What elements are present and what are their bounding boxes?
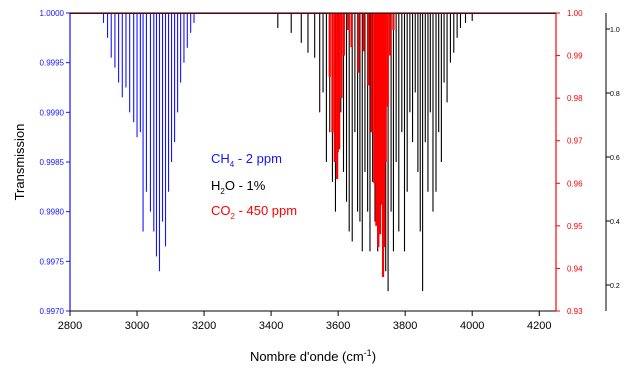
right-tick-label-1: 0.94: [567, 264, 583, 273]
series-ch4: [70, 13, 556, 272]
legend-h2o-post: O - 1%: [225, 178, 266, 193]
right-tick-label-3: 0.96: [567, 179, 583, 188]
right-tick-label-0: 0.93: [567, 307, 583, 316]
left-axis-ticks: 0.9970 0.9975 0.9980 0.9985 0.9990 0.9995 1.00…: [40, 9, 70, 316]
left-tick-label-0: 0.9970: [40, 307, 65, 316]
legend-ch4-sub: 4: [230, 160, 235, 169]
legend-co2-pre: CO: [211, 203, 231, 218]
far-right-axis-ticks: 0.2 0.4 0.6 0.8 1.0: [606, 27, 620, 290]
x-axis-ticks: 2800 3000 3200 3400 3600 3800 4000 4200: [58, 311, 551, 332]
x-tick-label-5: 3800: [393, 320, 417, 332]
x-axis-label: Nombre d'onde (cm-1): [250, 348, 376, 364]
x-tick-label-6: 4000: [460, 320, 484, 332]
left-tick-label-3: 0.9985: [40, 158, 65, 167]
legend-ch4-post: - 2 ppm: [234, 151, 282, 166]
legend-h2o-sub: 2: [220, 187, 225, 196]
right-tick-label-5: 0.98: [567, 94, 583, 103]
x-axis-label-end: ): [372, 349, 376, 364]
far-tick-label-0: 0.2: [610, 283, 620, 290]
right-tick-label-4: 0.97: [567, 137, 583, 146]
far-tick-label-3: 0.8: [610, 91, 620, 98]
x-tick-label-4: 3600: [326, 320, 350, 332]
legend-co2-post: - 450 ppm: [235, 203, 297, 218]
left-tick-label-2: 0.9980: [40, 208, 65, 217]
x-axis-label-sup: -1: [364, 348, 372, 358]
x-tick-label-1: 3000: [125, 320, 149, 332]
y-axis-label: Transmission: [12, 124, 27, 201]
legend-co2-sub: 2: [231, 212, 236, 221]
x-axis-label-base: Nombre d'onde (cm: [250, 349, 364, 364]
far-tick-label-1: 0.4: [610, 219, 620, 226]
left-tick-label-1: 0.9975: [40, 257, 65, 266]
series-co2: [70, 13, 556, 277]
x-tick-label-3: 3400: [259, 320, 283, 332]
legend-h2o: H2O - 1%: [211, 178, 266, 196]
right-tick-label-6: 0.99: [567, 52, 583, 61]
legend: CH4 - 2 ppm H2O - 1% CO2 - 450 ppm: [211, 151, 297, 221]
left-tick-label-6: 1.0000: [40, 9, 65, 18]
legend-ch4-pre: CH: [211, 151, 230, 166]
right-tick-label-7: 1.00: [567, 9, 583, 18]
x-tick-label-2: 3200: [192, 320, 216, 332]
left-tick-label-5: 0.9995: [40, 59, 65, 68]
far-tick-label-2: 0.6: [610, 155, 620, 162]
spectra-layer: [70, 13, 556, 292]
x-tick-label-7: 4200: [527, 320, 551, 332]
far-tick-label-4: 1.0: [610, 27, 620, 34]
left-tick-label-4: 0.9990: [40, 108, 65, 117]
legend-h2o-pre: H: [211, 178, 220, 193]
right-axis-ticks: 0.93 0.94 0.95 0.96 0.97 0.98 0.99 1.00: [556, 9, 583, 316]
right-tick-label-2: 0.95: [567, 222, 583, 231]
legend-ch4: CH4 - 2 ppm: [211, 151, 282, 169]
legend-co2: CO2 - 450 ppm: [211, 203, 297, 221]
x-tick-label-0: 2800: [58, 320, 82, 332]
